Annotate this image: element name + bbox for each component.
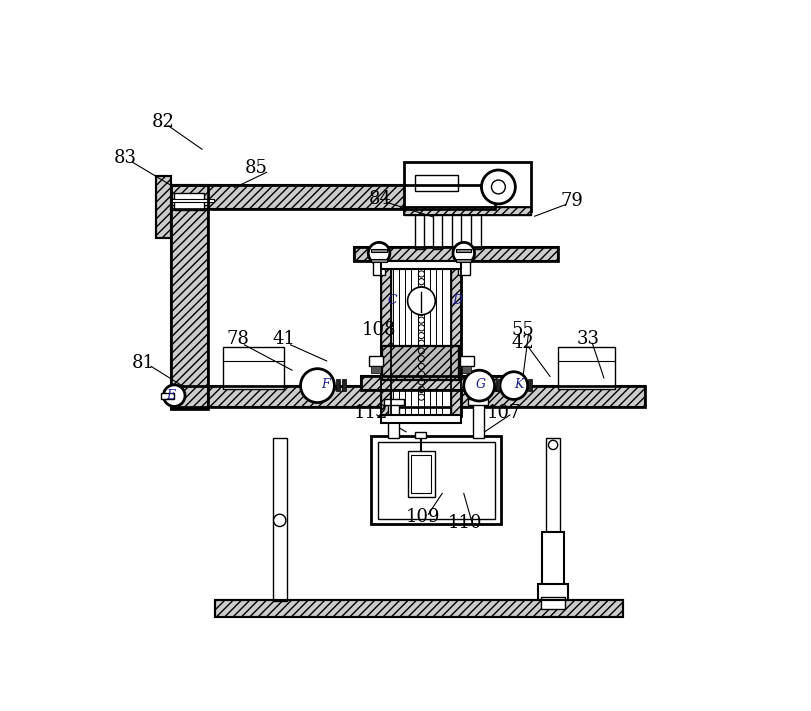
Text: 81: 81 (132, 353, 155, 372)
Bar (473, 401, 484, 438)
Text: G: G (476, 378, 486, 390)
Bar (529, 380, 532, 391)
Text: 33: 33 (577, 331, 600, 348)
Bar (380, 267, 392, 417)
Text: F: F (321, 378, 329, 390)
Text: K: K (514, 378, 524, 390)
Bar (380, 415, 461, 422)
Bar (371, 249, 387, 252)
Bar (539, 584, 568, 599)
Bar (362, 376, 515, 390)
Circle shape (301, 369, 334, 402)
Bar (171, 186, 495, 208)
Bar (404, 207, 530, 215)
Bar (469, 399, 488, 405)
Text: D: D (453, 294, 462, 307)
Bar (471, 215, 481, 250)
Bar (433, 215, 442, 250)
Bar (171, 385, 645, 407)
Bar (171, 199, 213, 203)
Bar (354, 247, 558, 261)
Bar (272, 438, 286, 602)
Text: 85: 85 (244, 159, 268, 178)
Bar (388, 401, 399, 438)
Text: 107: 107 (487, 404, 521, 422)
Text: E: E (166, 389, 176, 402)
Bar (456, 249, 471, 252)
Text: 41: 41 (273, 331, 296, 348)
Bar (336, 380, 340, 391)
Circle shape (491, 180, 505, 194)
Bar (408, 451, 435, 497)
Text: 42: 42 (512, 334, 534, 352)
Bar (215, 599, 623, 616)
Bar (171, 385, 645, 407)
Bar (171, 186, 495, 208)
Bar (543, 532, 564, 594)
Text: 84: 84 (369, 191, 392, 208)
Bar (380, 261, 461, 269)
Circle shape (164, 385, 185, 407)
Bar (171, 199, 208, 205)
Bar (369, 356, 383, 365)
Text: 109: 109 (406, 508, 440, 525)
Bar (354, 247, 558, 261)
Bar (382, 346, 459, 380)
Bar (174, 193, 204, 210)
Bar (380, 267, 461, 417)
Circle shape (482, 170, 515, 204)
Bar (541, 597, 565, 609)
Bar (460, 356, 474, 365)
Bar (342, 380, 346, 391)
Bar (156, 176, 171, 237)
Bar (371, 366, 380, 373)
Circle shape (500, 372, 528, 400)
Bar (156, 176, 171, 237)
Text: 112: 112 (354, 404, 388, 422)
Circle shape (408, 287, 436, 315)
Circle shape (464, 370, 495, 401)
Bar (371, 436, 500, 524)
Bar (378, 442, 495, 519)
Bar (371, 259, 387, 262)
Text: C: C (388, 294, 397, 307)
Bar (404, 207, 530, 215)
Bar (462, 366, 471, 373)
Bar (373, 261, 385, 274)
Bar (171, 186, 208, 409)
Circle shape (368, 242, 390, 264)
Bar (415, 176, 457, 191)
Bar (453, 215, 461, 250)
Bar (457, 261, 470, 274)
Text: 79: 79 (560, 192, 583, 210)
Bar (456, 259, 471, 262)
Bar (161, 392, 174, 399)
Circle shape (273, 514, 286, 527)
Text: 83: 83 (114, 149, 136, 168)
Text: 110: 110 (448, 513, 483, 532)
Bar (362, 376, 515, 390)
Bar (546, 438, 560, 602)
Bar (415, 432, 426, 438)
Bar (411, 455, 431, 493)
Bar (558, 347, 616, 390)
Bar (451, 267, 461, 417)
Bar (404, 162, 530, 211)
Circle shape (453, 242, 474, 264)
Bar (451, 267, 461, 417)
Text: 82: 82 (152, 113, 175, 132)
Bar (382, 346, 459, 380)
Circle shape (548, 440, 558, 449)
Bar (215, 599, 623, 616)
Text: 55: 55 (512, 321, 534, 339)
Bar (496, 380, 500, 391)
Bar (171, 186, 208, 409)
Text: 78: 78 (227, 331, 250, 348)
Bar (382, 346, 459, 380)
Bar (384, 399, 404, 405)
Bar (223, 347, 285, 390)
Bar (415, 215, 424, 250)
Bar (380, 267, 392, 417)
Text: 108: 108 (362, 321, 397, 339)
